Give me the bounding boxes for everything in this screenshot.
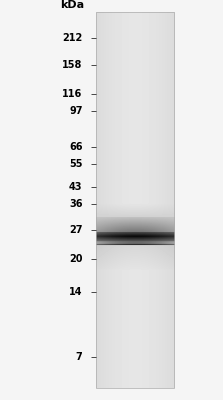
Text: 212: 212 — [62, 33, 83, 43]
Text: 116: 116 — [62, 89, 83, 99]
Text: 158: 158 — [62, 60, 83, 70]
Text: 7: 7 — [76, 352, 83, 362]
Bar — [96, 12, 174, 388]
Text: 66: 66 — [69, 142, 83, 152]
Text: kDa: kDa — [61, 0, 85, 10]
Text: 27: 27 — [69, 226, 83, 236]
Text: 97: 97 — [69, 106, 83, 116]
Text: 55: 55 — [69, 159, 83, 169]
Text: 43: 43 — [69, 182, 83, 192]
Text: 36: 36 — [69, 199, 83, 209]
Text: 20: 20 — [69, 254, 83, 264]
Text: 14: 14 — [69, 287, 83, 297]
